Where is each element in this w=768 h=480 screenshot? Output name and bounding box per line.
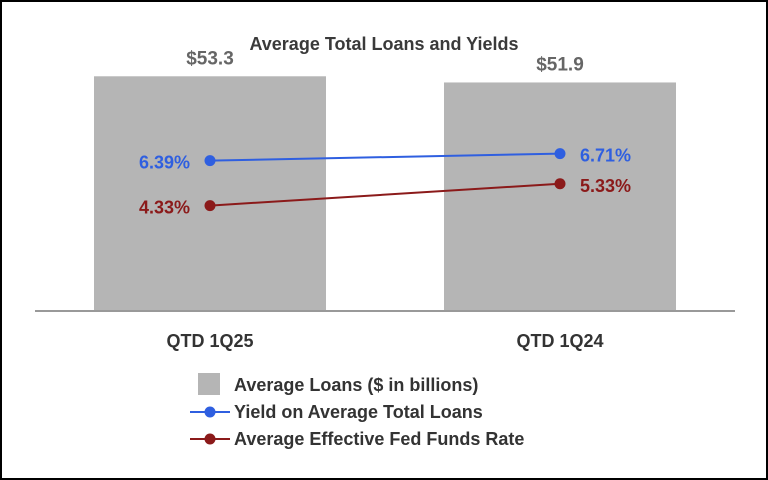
series-line-2 [209,182,561,207]
series-1-point-1 [204,155,216,167]
series-2-label-1: 4.33% [139,198,190,218]
series-2-point-2 [554,178,566,190]
series-line-1 [209,152,561,162]
bar-2 [444,82,676,312]
category-label-1: QTD 1Q25 [166,331,253,351]
series-1-point-2 [554,148,566,160]
legend: Average Loans ($ in billions) Yield on A… [190,373,524,449]
legend-label-average-loans: Average Loans ($ in billions) [234,375,478,395]
legend-marker-yield [204,406,216,418]
category-label-2: QTD 1Q24 [516,331,603,351]
lines-layer: 6.39% 6.71% 4.33% 5.33% [139,146,631,218]
series-1-label-1: 6.39% [139,153,190,173]
bar-value-label-1: $53.3 [186,48,234,69]
legend-label-yield: Yield on Average Total Loans [234,402,483,422]
bars-layer: $53.3 $51.9 [94,48,676,312]
series-1-label-2: 6.71% [580,146,631,166]
chart-title: Average Total Loans and Yields [249,34,518,54]
series-2-point-1 [204,200,216,212]
legend-label-fed-funds: Average Effective Fed Funds Rate [234,429,524,449]
bar-1 [94,76,326,311]
legend-swatch-average-loans [198,373,220,395]
legend-marker-fed-funds [204,433,216,445]
bar-value-label-2: $51.9 [536,54,584,75]
category-labels: QTD 1Q25 QTD 1Q24 [166,331,603,351]
series-2-label-2: 5.33% [580,176,631,196]
